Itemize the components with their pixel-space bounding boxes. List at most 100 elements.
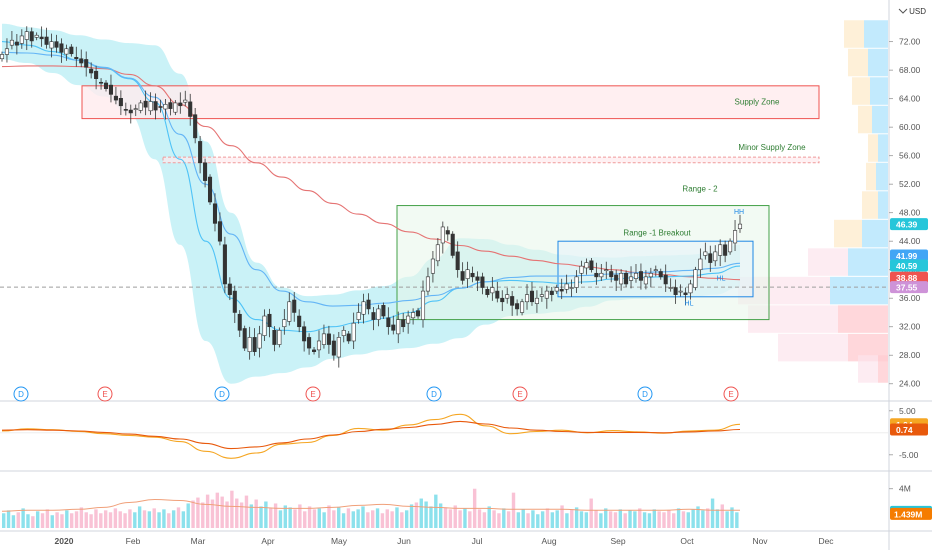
volume-bar: [317, 508, 321, 528]
event-marker-label: E: [310, 390, 315, 399]
candle: [148, 92, 153, 115]
candle: [133, 104, 138, 117]
candle-body: [723, 244, 728, 256]
candle-body: [331, 340, 336, 356]
candle-body: [74, 57, 79, 60]
candlesticks: [0, 26, 743, 368]
event-marker[interactable]: D: [13, 386, 29, 402]
candle: [29, 27, 34, 48]
event-marker[interactable]: D: [637, 386, 653, 402]
event-marker-label: E: [728, 390, 733, 399]
candle-body: [29, 31, 34, 42]
volume-bar: [35, 511, 40, 528]
volume-bar: [448, 509, 453, 528]
candle-body: [425, 276, 430, 292]
event-marker[interactable]: E: [512, 386, 528, 402]
candle: [534, 290, 539, 313]
candle-body: [628, 276, 634, 281]
volume-bar: [681, 511, 686, 528]
volume-bar: [210, 499, 215, 528]
candle-body: [34, 34, 39, 38]
candle-body: [643, 276, 648, 285]
x-tick-label: 2020: [55, 536, 74, 546]
candle-body: [94, 70, 99, 79]
candle: [193, 107, 198, 144]
dividend-marker[interactable]: [214, 386, 230, 402]
candle-body: [485, 289, 490, 295]
volume-bar: [550, 512, 555, 528]
candle-body: [227, 283, 232, 295]
candle: [39, 26, 44, 47]
y-tick-label: 36.00: [899, 293, 921, 303]
dividend-marker[interactable]: [637, 386, 653, 402]
dividend-marker[interactable]: [13, 386, 29, 402]
candle-body: [163, 104, 168, 110]
x-tick-label: Aug: [541, 536, 556, 546]
candle: [673, 279, 678, 304]
volume-bar: [409, 504, 414, 528]
earnings-marker[interactable]: [723, 386, 739, 402]
candle: [297, 309, 302, 333]
candle: [589, 257, 594, 273]
candle-body: [411, 312, 416, 319]
event-marker[interactable]: D: [426, 386, 442, 402]
event-marker-label: D: [642, 390, 648, 399]
candle: [386, 307, 391, 335]
event-marker[interactable]: D: [214, 386, 230, 402]
volume-bar: [458, 510, 462, 528]
candle: [678, 284, 683, 297]
candle-body: [420, 290, 426, 320]
annotation-label: HH: [734, 209, 744, 216]
volume-bar: [696, 506, 700, 528]
dividend-marker[interactable]: [426, 386, 442, 402]
volume-bar: [516, 512, 521, 528]
candle: [237, 310, 242, 337]
candle-body: [713, 251, 718, 262]
candle: [64, 44, 69, 61]
candle: [723, 240, 728, 263]
candle-body: [386, 317, 391, 328]
price-tag-box: [890, 259, 928, 272]
y-tick-label: 72.00: [899, 37, 921, 47]
volume-bar: [147, 511, 152, 528]
volume-bar: [171, 510, 176, 528]
y-tick-label: 24.00: [899, 379, 921, 389]
volume-bar: [45, 509, 50, 528]
candle-body: [440, 226, 445, 244]
earnings-marker[interactable]: [305, 386, 321, 402]
x-tick-label: Apr: [261, 536, 274, 546]
volume-bar: [303, 511, 307, 528]
candle: [89, 62, 94, 79]
zone-label: Minor Supply Zone: [738, 143, 806, 152]
volume-bar: [380, 513, 385, 528]
chevron-down-icon[interactable]: [898, 8, 908, 14]
candle-body: [663, 274, 668, 285]
candle-body: [524, 294, 530, 303]
event-marker[interactable]: E: [305, 386, 321, 402]
candle: [619, 269, 624, 291]
candle: [341, 326, 346, 343]
event-marker[interactable]: E: [97, 386, 113, 402]
candle-body: [212, 203, 218, 224]
candle: [361, 293, 366, 324]
candle-body: [158, 106, 163, 108]
earnings-marker[interactable]: [512, 386, 528, 402]
candle: [9, 30, 14, 50]
price-tag-label: 0.74: [896, 425, 913, 435]
earnings-marker[interactable]: [97, 386, 113, 402]
candle: [500, 290, 505, 312]
candle: [688, 279, 693, 300]
y-tick-label: 52.00: [899, 179, 921, 189]
volume-bar: [55, 512, 59, 528]
candle: [292, 292, 297, 322]
candle-body: [292, 299, 297, 313]
volume-bar: [604, 508, 608, 528]
oscillator-line: [1, 413, 741, 459]
candle-body: [267, 313, 272, 328]
volume-profile-bar: [778, 333, 848, 362]
event-marker[interactable]: E: [723, 386, 739, 402]
candle-body: [143, 100, 148, 108]
candle-body: [321, 333, 326, 345]
price-tag-box: [890, 249, 928, 262]
